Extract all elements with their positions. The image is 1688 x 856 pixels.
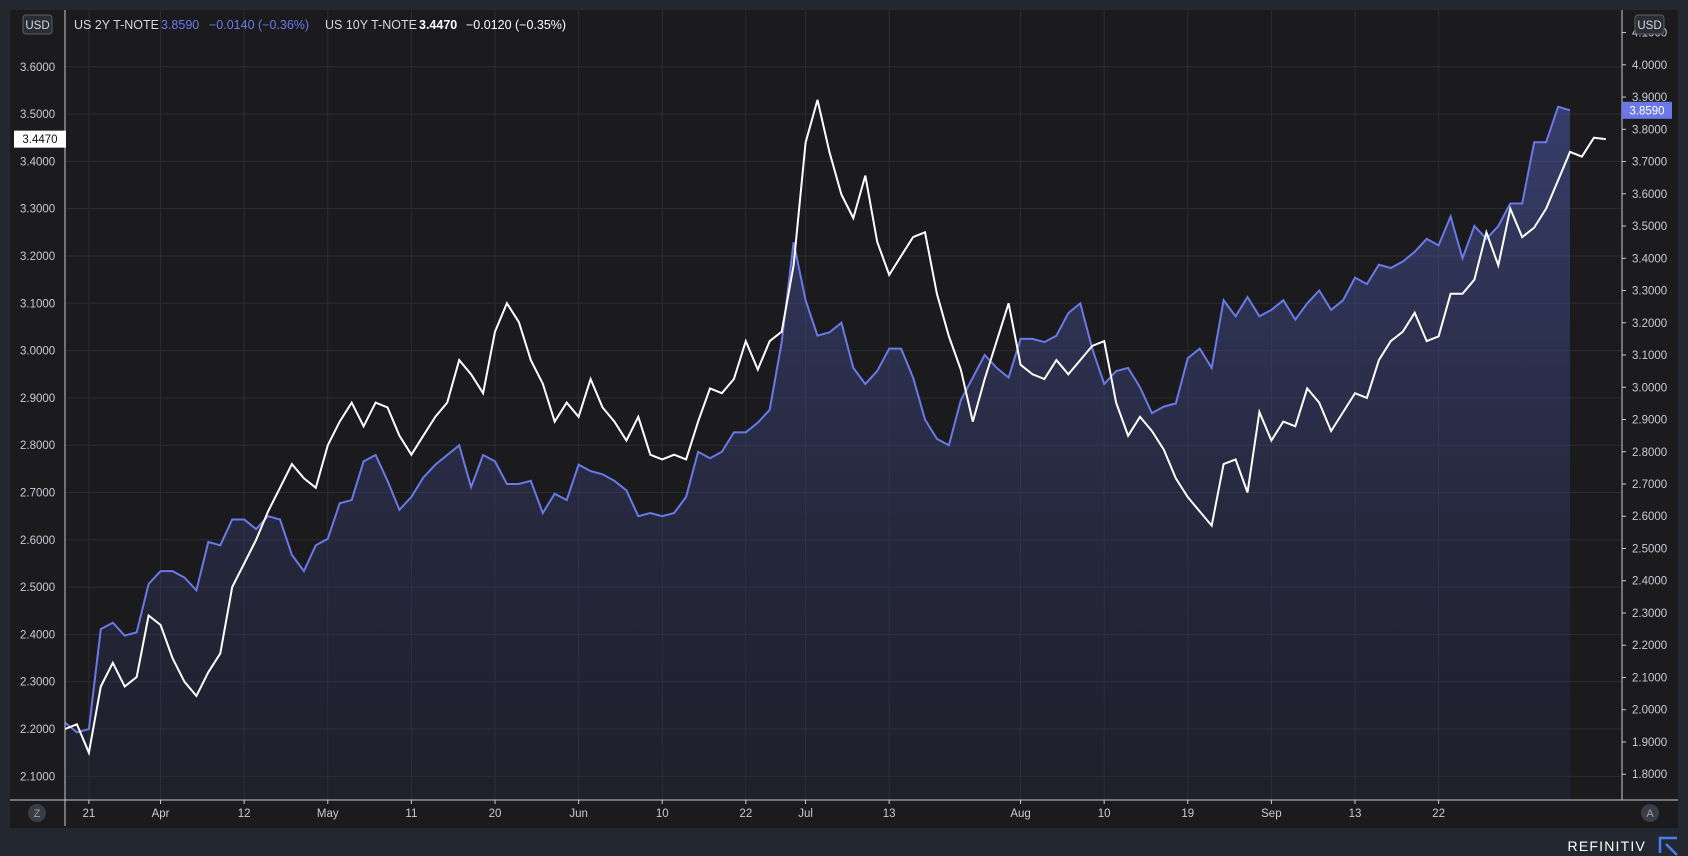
x-tick-label: Apr (152, 808, 170, 820)
right-tick-label: 1.8000 (1632, 769, 1667, 781)
left-last-value-label: 3.4470 (22, 134, 57, 146)
x-tick-label: 13 (1349, 808, 1362, 820)
left-tick-label: 3.2000 (20, 251, 55, 263)
left-tick-label: 2.5000 (20, 582, 55, 594)
right-axis-ticks: 1.8000 1.9000 2.0000 2.1000 2.2000 2.3000 2.40… (1622, 28, 1667, 781)
x-tick-label: 22 (1432, 808, 1445, 820)
x-tick-label: 19 (1181, 808, 1194, 820)
right-tick-label: 2.8000 (1632, 447, 1667, 459)
left-tick-label: 3.1000 (20, 298, 55, 310)
left-tick-label: 3.6000 (20, 62, 55, 74)
x-tick-label: 10 (1098, 808, 1111, 820)
auto-scale-button-label: A (1646, 808, 1654, 820)
right-tick-label: 4.0000 (1632, 60, 1667, 72)
legend-10y-label: US 10Y T-NOTE (325, 18, 417, 32)
legend: US 2Y T-NOTE 3.8590 −0.0140 (−0.36%) US … (74, 18, 566, 32)
right-last-value-marker: 3.8590 (1622, 101, 1672, 119)
right-tick-label: 3.3000 (1632, 286, 1667, 298)
x-tick-label: 12 (238, 808, 251, 820)
legend-2y-label: US 2Y T-NOTE (74, 18, 159, 32)
right-tick-label: 2.7000 (1632, 479, 1667, 491)
right-tick-label: 1.9000 (1632, 737, 1667, 749)
right-tick-label: 3.0000 (1632, 382, 1667, 394)
left-tick-label: 2.9000 (20, 393, 55, 405)
right-tick-label: 3.5000 (1632, 221, 1667, 233)
x-tick-label: May (317, 808, 339, 820)
legend-10y-change: −0.0120 (−0.35%) (466, 18, 566, 32)
left-axis-ticks: 2.1000 2.2000 2.3000 2.4000 2.5000 2.6000 2.70… (20, 62, 55, 784)
legend-2y-value: 3.8590 (161, 18, 199, 32)
right-tick-label: 3.4000 (1632, 253, 1667, 265)
right-tick-label: 3.9000 (1632, 92, 1667, 104)
brand-wordmark: REFINITIV (1568, 838, 1646, 854)
x-tick-label: Sep (1261, 808, 1281, 820)
left-tick-label: 3.0000 (20, 346, 55, 358)
x-tick-label: 13 (883, 808, 896, 820)
right-tick-label: 2.9000 (1632, 415, 1667, 427)
left-tick-label: 3.3000 (20, 204, 55, 216)
x-tick-label: Aug (1010, 808, 1030, 820)
right-tick-label: 2.6000 (1632, 511, 1667, 523)
right-tick-label: 2.5000 (1632, 543, 1667, 555)
x-tick-label: 11 (405, 808, 417, 820)
zoom-button-label: Z (34, 808, 41, 820)
x-axis-ticks: 21 Apr 12 May 11 20 Jun 10 22 Jul 13 Aug 10 19 Sep 13 22 (82, 800, 1445, 820)
left-tick-label: 2.2000 (20, 724, 55, 736)
right-tick-label: 3.2000 (1632, 318, 1667, 330)
right-tick-label: 2.1000 (1632, 672, 1667, 684)
right-tick-label: 3.7000 (1632, 157, 1667, 169)
zoom-button[interactable]: Z (28, 804, 46, 822)
right-tick-label: 3.8000 (1632, 124, 1667, 136)
right-tick-label: 2.4000 (1632, 576, 1667, 588)
legend-10y-value: 3.4470 (419, 18, 457, 32)
right-tick-label: 2.3000 (1632, 608, 1667, 620)
left-last-value-marker: 3.4470 (14, 130, 66, 148)
right-tick-label: 2.2000 (1632, 640, 1667, 652)
currency-badge-right: USD (1634, 14, 1665, 35)
x-tick-label: Jun (569, 808, 588, 820)
right-tick-label: 3.6000 (1632, 189, 1667, 201)
currency-label-left: USD (25, 20, 49, 32)
series-2y-area (65, 106, 1570, 800)
series-2y-line (64, 105, 1571, 734)
series-10y-line (64, 99, 1606, 757)
brand-logo: REFINITIV (1568, 836, 1678, 856)
right-tick-label: 3.1000 (1632, 350, 1667, 362)
currency-badge-left: USD (22, 14, 53, 35)
left-tick-label: 2.3000 (20, 677, 55, 689)
right-tick-label: 2.0000 (1632, 705, 1667, 717)
x-tick-label: 20 (489, 808, 502, 820)
left-tick-label: 2.1000 (20, 771, 55, 783)
x-tick-label: 10 (656, 808, 669, 820)
x-tick-label: 22 (739, 808, 752, 820)
legend-2y-change: −0.0140 (−0.36%) (209, 18, 309, 32)
left-tick-label: 2.7000 (20, 488, 55, 500)
x-tick-label: Jul (798, 808, 813, 820)
left-tick-label: 3.5000 (20, 109, 55, 121)
x-tick-label: 21 (82, 808, 95, 820)
left-tick-label: 2.8000 (20, 440, 55, 452)
left-tick-label: 2.6000 (20, 535, 55, 547)
right-last-value-label: 3.8590 (1629, 105, 1664, 117)
left-tick-label: 2.4000 (20, 629, 55, 641)
refinitiv-mark-icon (1658, 836, 1678, 856)
currency-label-right: USD (1637, 20, 1661, 32)
left-tick-label: 3.4000 (20, 156, 55, 168)
auto-scale-button[interactable]: A (1641, 804, 1659, 822)
